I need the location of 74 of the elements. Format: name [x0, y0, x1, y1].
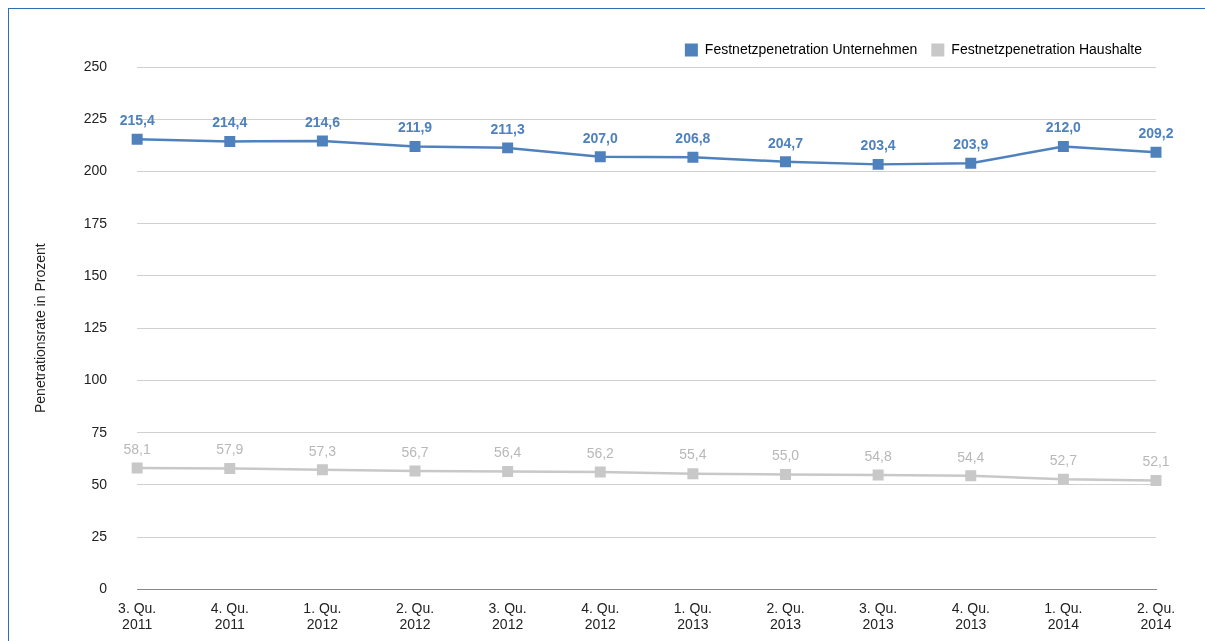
data-label: 57,3: [308, 442, 337, 459]
data-label: 52,1: [1142, 453, 1170, 470]
x-tick-label: 1. Qu. 2013: [673, 599, 712, 633]
data-label: 54,4: [957, 448, 985, 465]
y-tick-label: 250: [83, 57, 108, 74]
x-tick-label: 4. Qu. 2012: [581, 599, 620, 633]
point: [409, 141, 421, 153]
legend-label: Festnetzpenetration Haushalte: [951, 40, 1143, 57]
data-label: 54,8: [864, 447, 892, 464]
point: [316, 464, 328, 476]
point: [409, 465, 421, 477]
data-label: 215,4: [119, 112, 155, 129]
data-label: 58,1: [123, 440, 151, 457]
data-label: 203,4: [860, 137, 896, 154]
data-label: 55,0: [771, 447, 800, 464]
data-label: 214,4: [212, 114, 248, 131]
data-label: 56,7: [401, 443, 429, 460]
point: [594, 151, 606, 163]
x-tick-label: 3. Qu. 2013: [859, 599, 898, 633]
point: [594, 466, 606, 478]
point: [1150, 146, 1162, 158]
x-tick-label: 1. Qu. 2014: [1044, 599, 1083, 633]
point: [780, 468, 792, 480]
point: [965, 470, 977, 482]
data-label: 211,9: [397, 119, 433, 136]
y-tick-label: 225: [83, 110, 108, 127]
data-label: 209,2: [1138, 125, 1174, 142]
y-tick-label: 0: [99, 580, 108, 597]
data-label: 207,0: [582, 129, 618, 146]
data-label: 212,0: [1045, 119, 1082, 136]
y-tick-label: 50: [91, 475, 108, 492]
data-label: 211,3: [490, 120, 525, 137]
point: [872, 469, 884, 481]
y-tick-label: 25: [91, 528, 108, 545]
data-label: 56,2: [586, 444, 615, 461]
point: [687, 151, 699, 163]
legend-label: Festnetzpenetration Unternehmen: [704, 40, 918, 57]
data-label: 52,7: [1049, 452, 1078, 469]
point: [965, 157, 977, 169]
x-tick-label: 2. Qu. 2013: [766, 599, 805, 633]
point: [687, 468, 699, 480]
y-tick-label: 125: [83, 319, 108, 336]
point: [1150, 475, 1162, 487]
data-label: 56,4: [494, 444, 522, 461]
x-tick-label: 1. Qu. 2012: [303, 599, 342, 633]
point: [316, 135, 328, 147]
y-tick-label: 175: [83, 214, 108, 231]
x-tick-label: 2. Qu. 2014: [1136, 599, 1176, 633]
point: [1057, 140, 1069, 152]
y-axis-title: Penetrationsrate in Prozent: [32, 243, 49, 414]
data-label: 55,4: [679, 446, 707, 463]
point: [872, 158, 884, 170]
y-tick-label: 150: [83, 266, 108, 283]
point: [502, 466, 514, 478]
point: [1057, 473, 1069, 485]
x-tick-label: 4. Qu. 2013: [951, 599, 990, 633]
data-label: 214,6: [304, 113, 341, 130]
x-tick-label: 4. Qu. 2011: [210, 599, 249, 633]
x-tick-label: 3. Qu. 2012: [488, 599, 527, 633]
data-label: 57,9: [216, 441, 244, 458]
y-tick-label: 100: [83, 371, 108, 388]
data-label: 206,8: [675, 130, 711, 147]
point: [131, 133, 143, 145]
data-label: 204,7: [767, 134, 804, 151]
point: [131, 462, 143, 474]
y-tick-label: 200: [83, 162, 108, 179]
x-tick-label: 3. Qu. 2011: [118, 599, 157, 633]
point: [780, 156, 792, 168]
point: [224, 135, 236, 147]
y-tick-label: 75: [91, 423, 108, 440]
point: [224, 462, 236, 474]
point: [502, 142, 514, 154]
x-tick-label: 2. Qu. 2012: [395, 599, 435, 633]
data-label: 203,9: [953, 136, 989, 153]
